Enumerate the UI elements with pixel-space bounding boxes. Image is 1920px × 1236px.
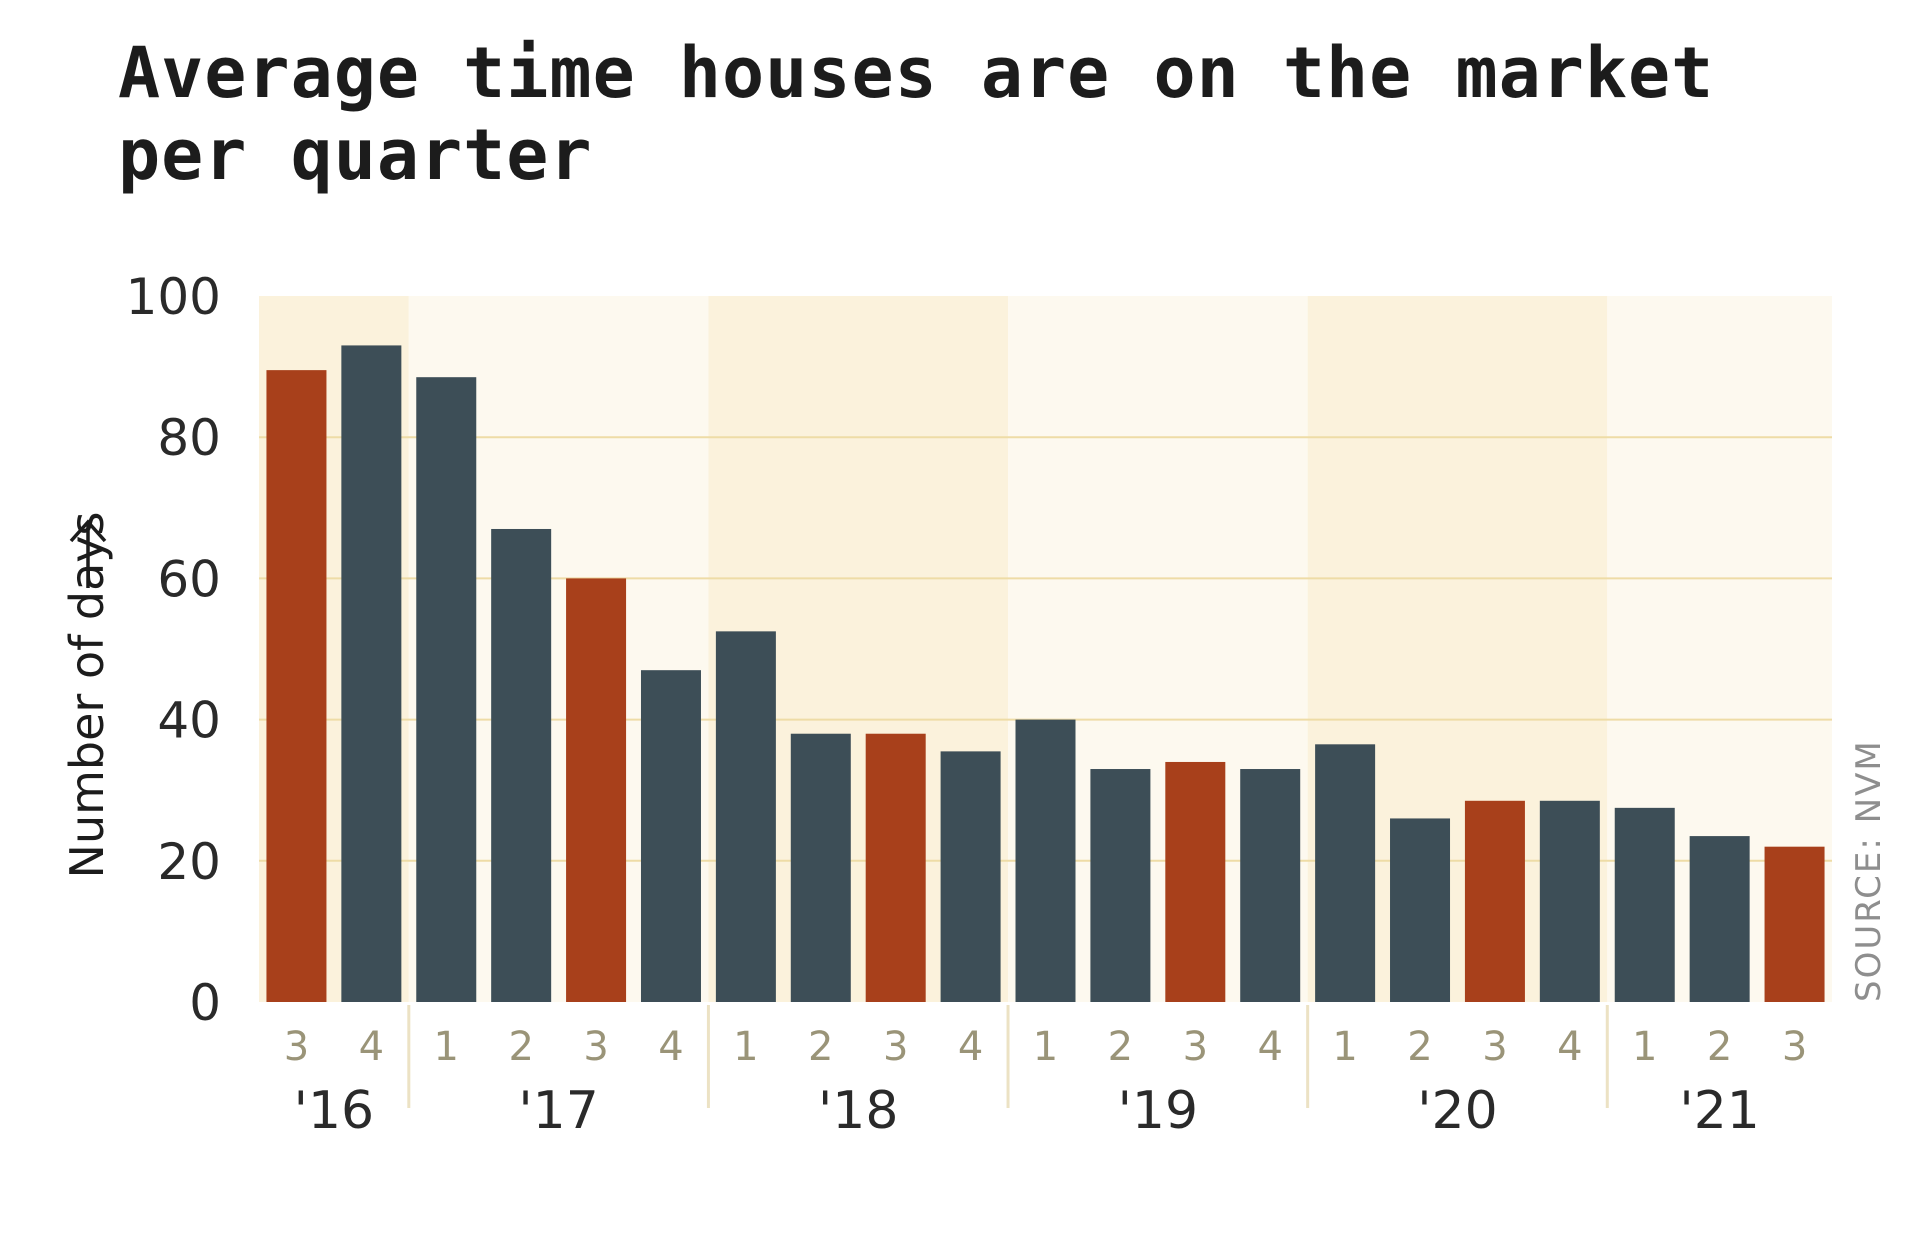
bar (491, 528, 552, 1002)
bar (1240, 769, 1301, 1002)
bar (416, 377, 477, 1002)
year-label: '19 (1118, 1081, 1198, 1141)
quarter-label: 1 (434, 1024, 459, 1070)
quarter-label: 1 (1632, 1024, 1657, 1070)
y-tick-label: 80 (157, 409, 221, 467)
quarter-label: 1 (1033, 1024, 1058, 1070)
bar (1689, 836, 1750, 1002)
quarter-label: 4 (958, 1024, 983, 1070)
bar (341, 345, 402, 1002)
quarter-label: 1 (733, 1024, 758, 1070)
bar (640, 670, 701, 1002)
quarter-label: 4 (658, 1024, 683, 1070)
x-axis-labels: '16 '17 '18 '19 '20 '21 3 4 1 2 3 4 1 2 3 4 1 2 3 4 1 2 3 4 1 2 3 (284, 1005, 1807, 1141)
quarter-label: 3 (583, 1024, 608, 1070)
quarter-label: 4 (359, 1024, 384, 1070)
year-label: '17 (518, 1081, 598, 1141)
quarter-label: 4 (1257, 1024, 1282, 1070)
bar (1464, 800, 1525, 1002)
y-tick-label: 40 (157, 692, 221, 750)
bar (1390, 818, 1451, 1002)
bar (566, 578, 627, 1002)
y-tick-label: 100 (126, 268, 221, 326)
y-axis-ticks: 0 20 40 60 80 100 (126, 268, 221, 1032)
year-label: '20 (1417, 1081, 1497, 1141)
quarter-label: 2 (808, 1024, 833, 1070)
bar (1764, 846, 1825, 1002)
bar (1165, 761, 1226, 1002)
source-note: SOURCE: NVM (1849, 739, 1889, 1002)
bar (1614, 807, 1675, 1002)
bar (266, 370, 327, 1002)
bar (715, 631, 776, 1002)
bar (865, 733, 926, 1002)
quarter-label: 3 (883, 1024, 908, 1070)
y-axis-arrow-icon (69, 519, 107, 588)
quarter-label: 3 (1782, 1024, 1807, 1070)
quarter-label: 3 (284, 1024, 309, 1070)
quarter-label: 2 (1707, 1024, 1732, 1070)
y-tick-label: 60 (157, 550, 221, 608)
bars (266, 345, 1825, 1002)
quarter-label: 3 (1482, 1024, 1507, 1070)
quarter-label: 3 (1183, 1024, 1208, 1070)
bar (1015, 719, 1076, 1002)
quarter-label: 2 (1108, 1024, 1133, 1070)
quarter-label: 4 (1557, 1024, 1582, 1070)
y-tick-label: 0 (189, 974, 221, 1032)
year-label: '18 (818, 1081, 898, 1141)
bar (940, 751, 1001, 1002)
chart-title: Average time houses are on the market pe… (118, 32, 1715, 196)
bar (790, 733, 851, 1002)
bar (1090, 769, 1151, 1002)
quarter-label: 2 (1407, 1024, 1432, 1070)
year-label: '21 (1679, 1081, 1759, 1141)
bar (1539, 800, 1600, 1002)
quarter-label: 2 (508, 1024, 533, 1070)
bar (1315, 744, 1376, 1002)
quarter-label: 1 (1332, 1024, 1357, 1070)
year-label: '16 (294, 1081, 374, 1141)
y-tick-label: 20 (157, 833, 221, 891)
